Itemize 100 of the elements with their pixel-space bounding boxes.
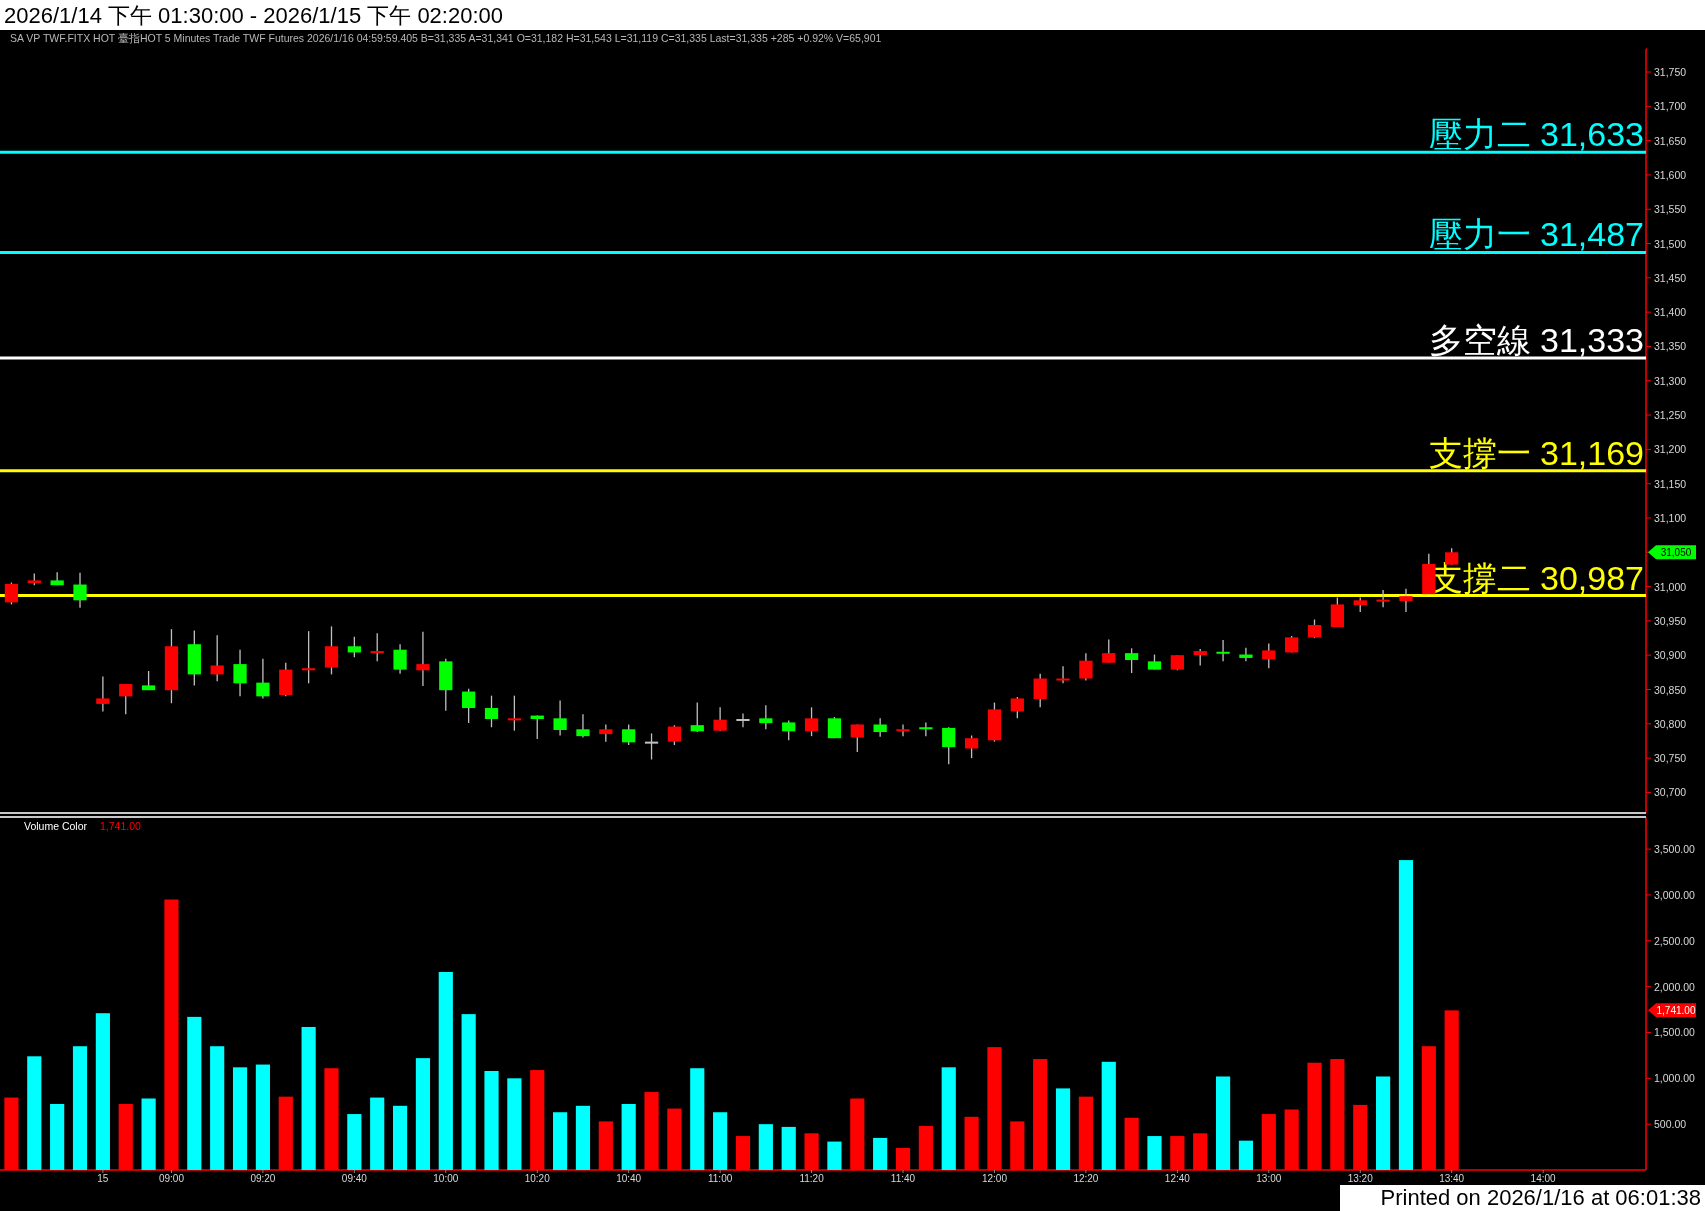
bar <box>758 1124 773 1170</box>
candlestick <box>919 721 933 737</box>
candlestick <box>644 732 659 761</box>
x-tick-label: 12:20 <box>1073 1173 1099 1184</box>
x-tick-label: 14:00 <box>1530 1173 1557 1184</box>
candlestick <box>1056 665 1070 684</box>
bar <box>1147 1136 1162 1170</box>
bar <box>1215 1076 1231 1170</box>
bar <box>781 1126 796 1170</box>
bar <box>1055 1088 1071 1170</box>
bar <box>141 1098 156 1170</box>
x-tick-label: 09:40 <box>341 1173 368 1184</box>
bar <box>210 1046 225 1170</box>
candlestick <box>507 695 521 732</box>
annotation: 31,050 <box>1648 545 1696 560</box>
bar <box>347 1114 362 1170</box>
candlestick <box>782 719 796 741</box>
bar <box>301 1026 316 1170</box>
ref-line-label: 壓力一 31,487 <box>1428 215 1644 254</box>
y-tick-label: 31,100 <box>1654 511 1687 524</box>
bar <box>553 1112 568 1170</box>
candlestick <box>942 726 956 765</box>
bar <box>827 1141 842 1170</box>
bar <box>484 1070 499 1170</box>
candlestick <box>462 688 476 724</box>
subtitle: SA VP TWF.FITX HOT 臺指HOT 5 Minutes Trade TWF Futures 2026/1/16 04:59:59.405 B=31,335 A=31,341 O=31,182 H=31,543 L=31,119 C=31,335 Last=31,335 +285 +0.92% V=65,901 <box>10 32 882 44</box>
y-tick-label: 1,000.00 <box>1654 1072 1696 1085</box>
bar <box>1398 860 1414 1170</box>
ref-line-label: 多空線 31,333 <box>1428 321 1644 360</box>
y-tick-label: 31,250 <box>1654 409 1687 422</box>
y-tick-label: 31,550 <box>1654 203 1687 216</box>
x-tick-label: 09:00 <box>158 1173 185 1184</box>
x-tick-label: 10:20 <box>524 1173 551 1184</box>
candlestick <box>233 649 247 698</box>
bar <box>713 1112 728 1170</box>
x-tick-label: 11:40 <box>890 1173 916 1184</box>
candlestick <box>1307 618 1322 639</box>
y-tick-label: 30,950 <box>1654 614 1687 627</box>
candlestick <box>576 713 590 739</box>
bar <box>72 1046 88 1170</box>
x-tick-label: 12:40 <box>1164 1173 1191 1184</box>
x-tick-label: 11:00 <box>707 1173 733 1184</box>
bar <box>1101 1061 1116 1170</box>
y-tick-label: 30,900 <box>1654 649 1687 662</box>
candlestick <box>1102 638 1116 664</box>
candlestick <box>256 657 270 700</box>
candlestick <box>484 695 499 728</box>
candlestick <box>1010 696 1024 719</box>
bar <box>232 1067 248 1170</box>
candlestick <box>622 723 636 746</box>
candlestick <box>850 723 864 753</box>
y-tick-label: 31,150 <box>1654 477 1687 490</box>
x-tick-label: 15 <box>97 1173 109 1184</box>
y-tick-label: 31,300 <box>1654 374 1687 387</box>
bar <box>27 1056 42 1170</box>
bar <box>392 1105 408 1170</box>
bar <box>415 1058 431 1170</box>
candlestick <box>667 724 682 746</box>
bar <box>690 1068 705 1170</box>
candlestick <box>804 706 819 737</box>
x-tick-label: 10:00 <box>433 1173 459 1184</box>
x-tick-label: 13:00 <box>1256 1173 1282 1184</box>
x-tick-label: 09:20 <box>250 1173 276 1184</box>
y-tick-label: 30,750 <box>1654 752 1687 765</box>
candlestick <box>119 683 133 715</box>
y-tick-label: 31,400 <box>1654 306 1687 319</box>
y-tick-label: 31,600 <box>1654 168 1687 181</box>
y-tick-label: 31,500 <box>1654 237 1687 250</box>
y-tick-label: 2,000.00 <box>1654 980 1696 993</box>
ref-line-label: 支撐一 31,169 <box>1428 433 1644 472</box>
bar <box>507 1078 522 1170</box>
y-tick-label: 3,500.00 <box>1654 843 1696 856</box>
bar <box>873 1137 888 1170</box>
candlestick <box>347 636 361 658</box>
bar <box>95 1013 110 1170</box>
candlestick <box>324 625 339 676</box>
y-tick-label: 2,500.00 <box>1654 934 1696 947</box>
annotation: 1,741.00 <box>1648 1003 1696 1018</box>
y-tick-label: 500.00 <box>1654 1118 1687 1131</box>
candlestick <box>1262 642 1276 669</box>
candlestick <box>713 706 727 732</box>
x-tick-label: 13:20 <box>1347 1173 1374 1184</box>
y-tick-label: 31,750 <box>1654 66 1687 79</box>
bar <box>461 1014 476 1170</box>
y-tick-label: 30,800 <box>1654 717 1687 730</box>
bar <box>255 1064 270 1170</box>
y-tick-label: 30,850 <box>1654 683 1687 696</box>
candlestick <box>1239 647 1253 663</box>
bar <box>438 971 453 1170</box>
bar <box>50 1103 65 1170</box>
candlestick <box>1033 673 1047 708</box>
candlestick <box>736 712 750 728</box>
candlestick <box>1079 652 1093 682</box>
candlestick <box>553 699 567 737</box>
y-tick-label: 31,000 <box>1654 580 1687 593</box>
candlestick <box>393 643 407 675</box>
y-tick-label: 31,350 <box>1654 340 1687 353</box>
candlestick <box>1125 647 1139 674</box>
candlestick <box>370 632 384 663</box>
ref-line-label: 壓力二 31,633 <box>1428 115 1644 154</box>
